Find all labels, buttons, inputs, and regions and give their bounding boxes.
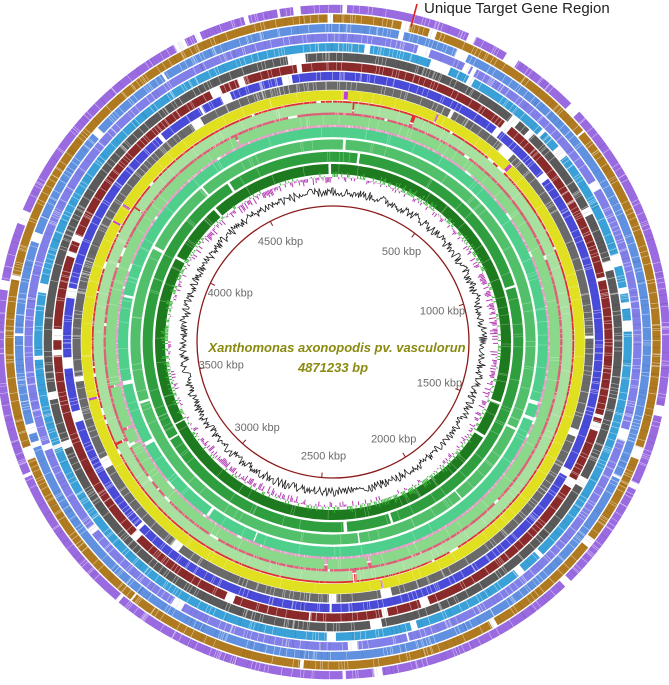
outer-ring-7 [53, 62, 613, 622]
outer-ring-12 [5, 14, 661, 670]
gc-skew-track [160, 171, 502, 513]
organism-name: Xanthomonas axonopodis pv. vasculorun [207, 340, 465, 355]
inner-ring-2 [142, 151, 524, 533]
outer-ring-5 [72, 81, 594, 603]
kbp-tick [210, 282, 216, 286]
gc-content-line [178, 187, 488, 498]
inner-ring-5 [105, 114, 561, 570]
kbp-tick [199, 367, 205, 370]
inner-ring-6 [93, 102, 573, 582]
kbp-tick [402, 452, 406, 458]
inner-ring-4 [118, 127, 548, 557]
gc-content-track [178, 187, 488, 498]
kbp-tick-label: 1500 kbp [417, 378, 462, 390]
kbp-tick-label: 2000 kbp [371, 434, 416, 446]
kbp-tick-label: 2500 kbp [301, 451, 346, 463]
kbp-tick-label: 3500 kbp [199, 359, 244, 371]
outer-ring-8 [43, 52, 623, 632]
kbp-tick [455, 388, 461, 391]
kbp-tick-label: 4500 kbp [258, 236, 303, 248]
gc-skew-positive [160, 171, 502, 513]
kbp-tick-label: 3000 kbp [234, 422, 279, 434]
outer-ring-11 [14, 23, 652, 661]
outer-ring-9 [34, 43, 632, 641]
kbp-tick-label: 500 kbp [382, 246, 421, 258]
inner-ring-7 [81, 90, 585, 594]
outer-ring-6 [62, 71, 604, 613]
annotation-label: Unique Target Gene Region [424, 0, 610, 17]
kbp-tick [269, 221, 274, 226]
inner-ring-1 [154, 163, 512, 520]
kbp-tick [242, 439, 247, 444]
inner-ring-3 [130, 139, 536, 545]
kbp-tick-label: 4000 kbp [208, 288, 253, 300]
genome-backbone [196, 205, 470, 479]
outer-ring-10 [24, 33, 642, 651]
outer-ring-2 [101, 110, 565, 574]
kbp-tick-label: 1000 kbp [420, 305, 465, 317]
blast-rings-inner [81, 90, 585, 594]
genome-length: 4871233 bp [297, 360, 368, 375]
outer-ring-13 [0, 4, 669, 680]
annotation-pointer [410, 3, 418, 28]
kbp-tick [411, 233, 416, 238]
kbp-axis: 500 kbp 1000 kbp 1500 kbp 2000 kbp 2500 kbp 3… [199, 221, 465, 478]
kbp-tick [458, 303, 464, 307]
